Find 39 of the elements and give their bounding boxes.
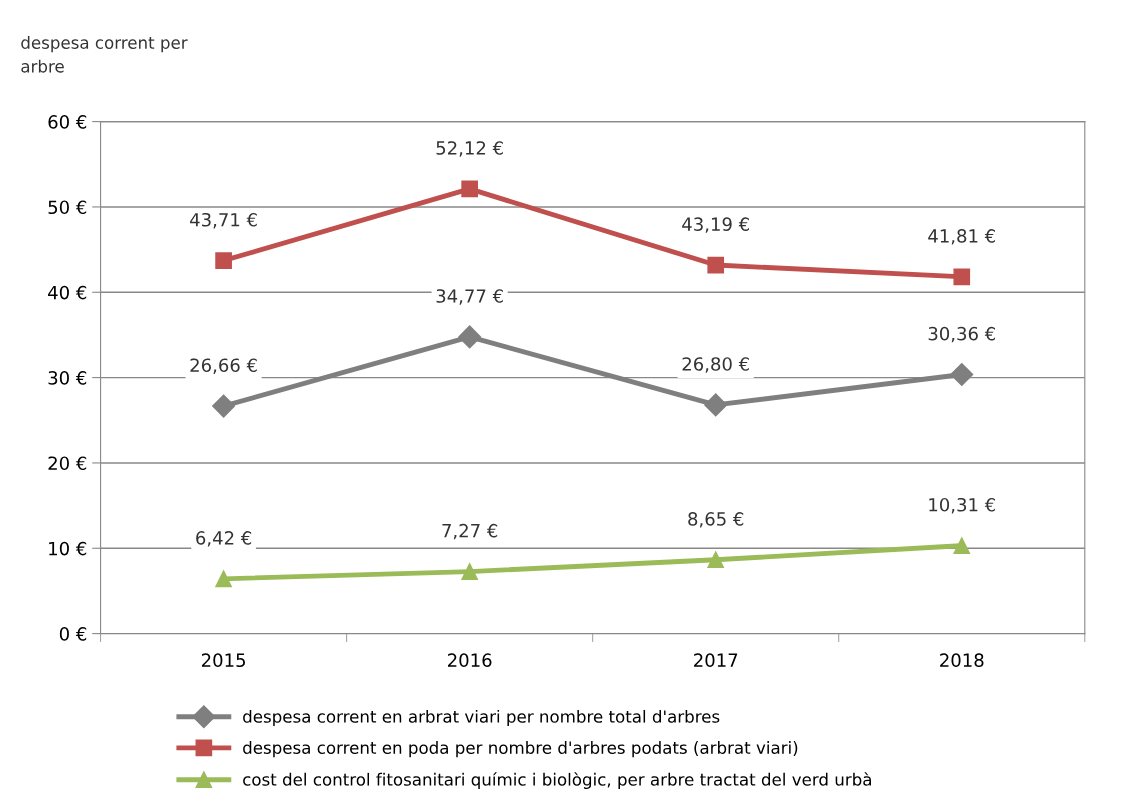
y-axis-title: despesa corrent per arbre	[21, 36, 188, 73]
point	[704, 393, 728, 417]
point	[950, 363, 974, 387]
data-label: 43,19 €	[682, 217, 749, 233]
y-tick-label: 60 €	[48, 115, 87, 129]
legend-label: despesa corrent en arbrat viari per nombre total d'arbres	[243, 709, 720, 727]
data-label: 8,65 €	[688, 512, 744, 528]
x-tick-label: 2017	[694, 653, 738, 668]
x-tick-label: 2016	[448, 653, 492, 668]
data-label: 34,77 €	[436, 289, 503, 305]
point	[707, 256, 725, 274]
point	[458, 325, 482, 349]
data-label: 30,36 €	[928, 326, 996, 343]
point	[212, 394, 236, 418]
y-tick-label: 40 €	[48, 285, 87, 300]
y-tick-label: 20 €	[48, 456, 87, 471]
point	[953, 537, 971, 554]
data-label: 41,81 €	[928, 229, 996, 245]
data-label: 26,80 €	[682, 357, 749, 373]
x-tick-label: 2015	[201, 653, 245, 668]
legend-label: despesa corrent en poda per nombre d'arbres podats (arbrat viari)	[243, 741, 798, 758]
data-label: 6,42 €	[196, 531, 252, 547]
data-label: 10,31 €	[929, 497, 996, 514]
point	[215, 252, 232, 269]
y-tick-label: 50 €	[48, 200, 87, 215]
point	[953, 268, 971, 286]
y-tick-label: 30 €	[48, 371, 87, 385]
legend-label: cost del control fitosanitari químic i biològic, per arbre tractat del verd urbà	[243, 772, 871, 789]
data-label: 52,12 €	[436, 141, 503, 157]
point	[461, 563, 478, 580]
data-label: 43,71 €	[190, 212, 257, 229]
point	[461, 180, 478, 198]
point	[707, 551, 725, 569]
y-tick-label: 0 €	[59, 627, 87, 641]
data-label: 26,66 €	[190, 358, 257, 374]
y-tick-label: 10 €	[49, 541, 87, 556]
point	[215, 570, 232, 588]
x-tick-label: 2018	[940, 653, 984, 668]
data-label: 7,27 €	[442, 523, 498, 540]
